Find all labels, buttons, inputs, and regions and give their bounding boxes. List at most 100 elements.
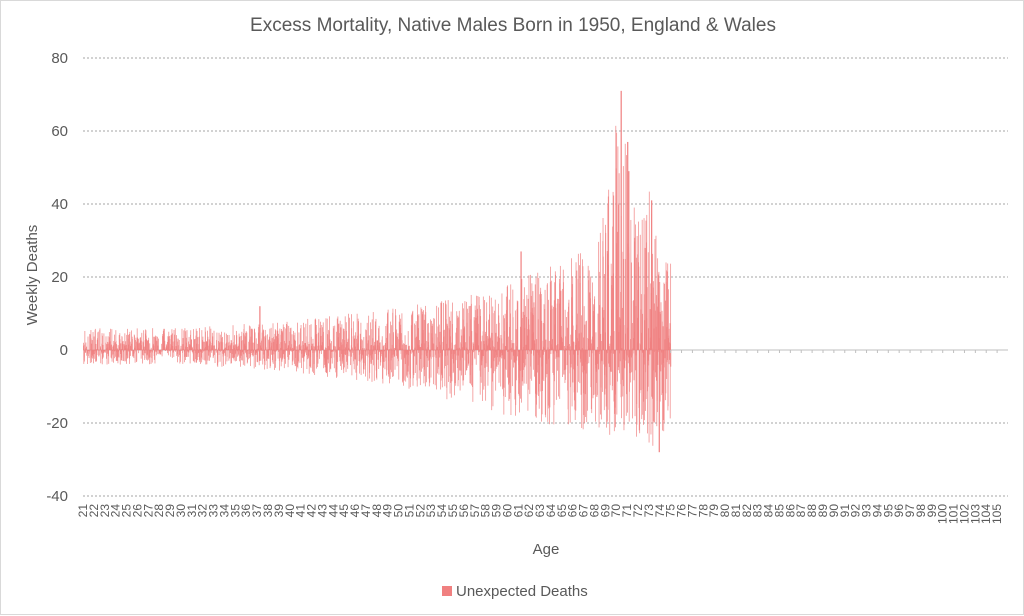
bar (506, 350, 507, 370)
bar (316, 334, 317, 350)
bar (261, 350, 262, 351)
bar (188, 350, 189, 352)
bar (390, 350, 391, 370)
bar (467, 349, 468, 350)
bar (620, 350, 621, 361)
bar (227, 335, 228, 350)
bar (216, 350, 217, 353)
bar (157, 350, 158, 354)
bar (503, 315, 504, 350)
bar (161, 350, 162, 352)
bar (372, 319, 373, 350)
bar (200, 349, 201, 350)
bar (243, 350, 244, 354)
bar (556, 350, 557, 400)
bar (548, 300, 549, 350)
bar (362, 348, 363, 350)
bar (384, 345, 385, 350)
bar (257, 350, 258, 362)
bar (340, 350, 341, 366)
bar (98, 349, 99, 350)
bar (290, 350, 291, 351)
bar (132, 339, 133, 350)
bar (291, 328, 292, 350)
bar (349, 349, 350, 350)
bar (287, 325, 288, 350)
bar (179, 340, 180, 350)
bar (571, 350, 572, 364)
bar (469, 336, 470, 350)
bar (238, 350, 239, 355)
bar (158, 339, 159, 350)
bar (225, 350, 226, 364)
bar (259, 325, 260, 351)
bar (84, 331, 85, 350)
bar (193, 329, 194, 350)
bar (520, 350, 521, 399)
bar (151, 350, 152, 364)
bar (476, 350, 477, 365)
bar (625, 334, 626, 350)
bar (526, 350, 527, 384)
bar (569, 344, 570, 350)
bar (100, 350, 101, 363)
bar (493, 346, 494, 350)
bar (428, 350, 429, 361)
bar (185, 350, 186, 360)
bar (435, 350, 436, 385)
bar (481, 341, 482, 350)
bar (292, 334, 293, 350)
bar (409, 346, 410, 350)
bar (96, 349, 97, 350)
bar (535, 284, 536, 350)
bar (213, 350, 214, 356)
bar (355, 332, 356, 350)
bar (606, 350, 607, 428)
bar (637, 350, 638, 425)
bar (365, 350, 366, 377)
bar (583, 266, 584, 350)
bar (314, 350, 315, 353)
bar (172, 350, 173, 358)
bar (564, 346, 565, 350)
bar (442, 350, 443, 378)
bar (279, 350, 280, 371)
bar (516, 350, 517, 361)
bar (557, 344, 558, 350)
bar (465, 301, 466, 350)
bar (326, 318, 327, 350)
bar (612, 350, 613, 386)
bar (473, 350, 474, 352)
bar (135, 350, 136, 363)
bar (580, 253, 581, 350)
bar (334, 346, 335, 350)
bar (422, 350, 423, 368)
bar (264, 336, 265, 350)
bar (141, 350, 142, 359)
bar (447, 350, 448, 399)
bar (205, 350, 206, 364)
bar (493, 313, 494, 350)
bar (155, 350, 156, 363)
bar (304, 350, 305, 354)
bar (453, 350, 454, 363)
bar (259, 350, 260, 361)
bar (105, 350, 106, 352)
bar (152, 350, 153, 352)
bar (231, 343, 232, 350)
bar (144, 347, 145, 350)
bar (471, 331, 472, 350)
bar (330, 343, 331, 350)
bar (578, 254, 579, 350)
bar (229, 342, 230, 350)
bar (248, 350, 249, 359)
bar (209, 350, 210, 361)
bar (168, 332, 169, 350)
bar (328, 350, 329, 363)
bar (459, 311, 460, 350)
bar (90, 350, 91, 363)
bar (373, 312, 374, 350)
bar (197, 331, 198, 350)
bar (162, 350, 163, 351)
bar (344, 331, 345, 350)
